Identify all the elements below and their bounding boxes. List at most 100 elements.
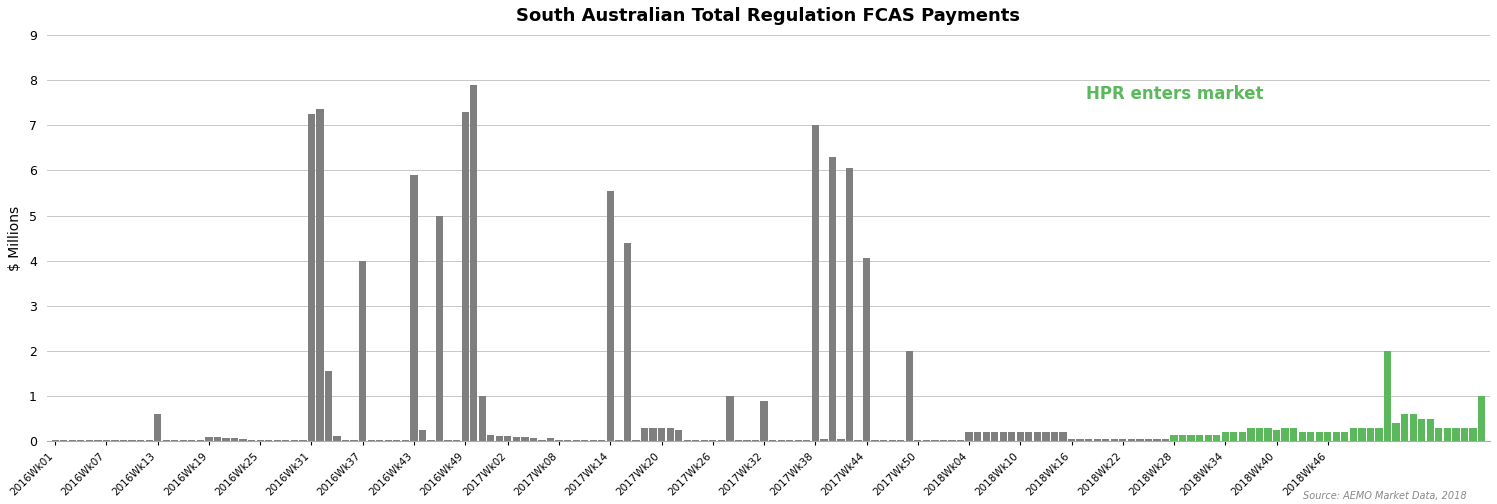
Bar bbox=[1222, 432, 1229, 442]
Bar bbox=[804, 440, 810, 442]
Bar bbox=[1127, 439, 1135, 442]
Bar bbox=[1213, 434, 1220, 442]
Bar bbox=[1247, 428, 1254, 442]
Bar bbox=[359, 261, 367, 442]
Bar bbox=[1418, 419, 1425, 442]
Bar bbox=[223, 438, 229, 442]
Bar bbox=[744, 440, 750, 442]
Bar bbox=[479, 396, 487, 442]
Bar bbox=[445, 440, 452, 442]
Bar bbox=[454, 440, 460, 442]
Bar bbox=[196, 440, 204, 442]
Bar bbox=[1042, 432, 1049, 442]
Bar bbox=[1153, 439, 1160, 442]
Bar bbox=[581, 440, 588, 442]
Bar bbox=[325, 371, 332, 442]
Bar bbox=[249, 440, 256, 442]
Bar bbox=[735, 440, 743, 442]
Bar bbox=[1392, 423, 1400, 442]
Bar bbox=[1307, 432, 1314, 442]
Bar bbox=[1350, 428, 1358, 442]
Bar bbox=[240, 438, 247, 442]
Bar bbox=[231, 438, 238, 442]
Bar bbox=[1358, 428, 1365, 442]
Bar bbox=[436, 216, 443, 442]
Bar bbox=[129, 440, 136, 442]
Bar bbox=[931, 440, 939, 442]
Bar bbox=[862, 259, 870, 442]
Bar bbox=[427, 440, 434, 442]
Bar bbox=[606, 191, 614, 442]
Bar bbox=[590, 440, 597, 442]
Bar bbox=[675, 430, 683, 442]
Bar bbox=[786, 440, 793, 442]
Bar bbox=[717, 440, 725, 442]
Title: South Australian Total Regulation FCAS Payments: South Australian Total Regulation FCAS P… bbox=[516, 7, 1021, 25]
Bar bbox=[504, 436, 512, 442]
Bar bbox=[555, 440, 563, 442]
Bar bbox=[1205, 434, 1213, 442]
Bar bbox=[692, 440, 699, 442]
Bar bbox=[871, 440, 879, 442]
Bar bbox=[1102, 439, 1109, 442]
Bar bbox=[546, 438, 554, 442]
Bar bbox=[572, 440, 579, 442]
Bar bbox=[1452, 428, 1460, 442]
Bar bbox=[1000, 432, 1007, 442]
Bar bbox=[1427, 419, 1434, 442]
Bar bbox=[837, 439, 844, 442]
Bar bbox=[350, 440, 358, 442]
Bar bbox=[1111, 439, 1118, 442]
Bar bbox=[180, 440, 187, 442]
Bar bbox=[60, 440, 67, 442]
Bar bbox=[419, 430, 427, 442]
Bar bbox=[111, 440, 118, 442]
Bar bbox=[274, 440, 281, 442]
Bar bbox=[795, 440, 802, 442]
Bar bbox=[1341, 432, 1349, 442]
Bar bbox=[265, 440, 272, 442]
Bar bbox=[751, 440, 759, 442]
Bar bbox=[120, 440, 127, 442]
Bar bbox=[103, 440, 111, 442]
Bar bbox=[487, 434, 494, 442]
Bar bbox=[1187, 434, 1195, 442]
Bar bbox=[1231, 432, 1238, 442]
Bar bbox=[1367, 428, 1374, 442]
Bar bbox=[1298, 432, 1305, 442]
Bar bbox=[341, 440, 349, 442]
Bar bbox=[641, 428, 648, 442]
Bar bbox=[1120, 439, 1126, 442]
Bar bbox=[701, 440, 708, 442]
Bar bbox=[564, 440, 572, 442]
Bar bbox=[846, 168, 853, 442]
Bar bbox=[1238, 432, 1246, 442]
Bar bbox=[624, 242, 632, 442]
Bar bbox=[1401, 414, 1409, 442]
Bar bbox=[290, 440, 298, 442]
Bar bbox=[1016, 432, 1024, 442]
Bar bbox=[1383, 351, 1391, 442]
Bar bbox=[726, 396, 734, 442]
Bar bbox=[684, 440, 690, 442]
Bar bbox=[650, 428, 657, 442]
Bar bbox=[710, 440, 717, 442]
Bar bbox=[1436, 428, 1443, 442]
Bar bbox=[906, 351, 913, 442]
Bar bbox=[777, 440, 784, 442]
Bar bbox=[1478, 396, 1485, 442]
Bar bbox=[769, 440, 777, 442]
Bar bbox=[308, 114, 314, 442]
Bar bbox=[991, 432, 998, 442]
Bar bbox=[530, 438, 537, 442]
Bar bbox=[1136, 439, 1144, 442]
Bar bbox=[94, 440, 102, 442]
Bar bbox=[1093, 439, 1100, 442]
Bar bbox=[78, 440, 84, 442]
Bar bbox=[281, 440, 289, 442]
Bar bbox=[1076, 439, 1084, 442]
Bar bbox=[966, 432, 973, 442]
Bar bbox=[1060, 432, 1067, 442]
Bar bbox=[1007, 432, 1015, 442]
Bar bbox=[1145, 439, 1153, 442]
